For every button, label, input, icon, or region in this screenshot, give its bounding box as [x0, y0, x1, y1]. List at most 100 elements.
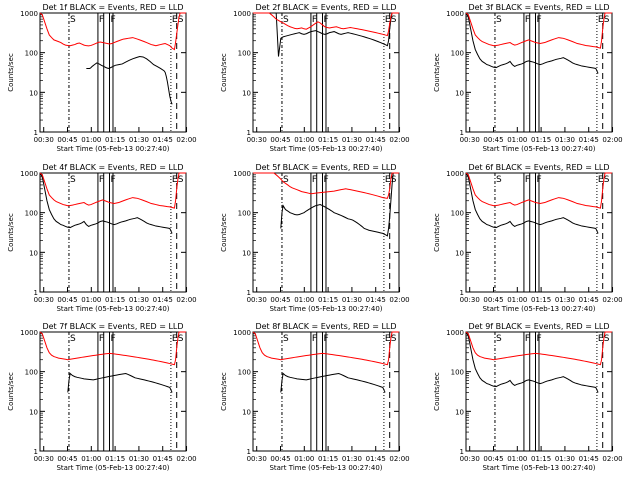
x-tick-label: 01:30: [555, 296, 575, 304]
y-tick-label: 1000: [446, 170, 464, 178]
panel-det-7: Det 7f BLACK = Events, RED = LLD Counts/s…: [7, 322, 197, 472]
y-tick-label: 100: [238, 50, 251, 58]
event-marker-label: S: [283, 334, 289, 344]
y-tick-label: 1: [34, 289, 38, 297]
x-tick-label: 01:30: [129, 136, 149, 144]
x-tick-label: 01:00: [507, 136, 527, 144]
chart-title: Det 6f BLACK = Events, RED = LLD: [468, 163, 609, 172]
x-tick-label: 00:45: [57, 136, 77, 144]
panel-det-8: Det 8f BLACK = Events, RED = LLD Counts/s…: [220, 322, 410, 472]
event-marker-label: F: [99, 15, 104, 25]
y-tick-label: 100: [451, 210, 464, 218]
x-axis-label: Start Time (05-Feb-13 00:27:40): [56, 145, 169, 153]
y-tick-label: 1: [247, 289, 251, 297]
y-tick-label: 10: [29, 89, 38, 97]
x-tick-label: 01:45: [579, 136, 599, 144]
x-tick-label: 01:15: [318, 296, 338, 304]
y-axis-label: Counts/sec: [433, 53, 441, 92]
y-tick-label: 10: [455, 408, 464, 416]
y-axis-label: Counts/sec: [220, 372, 228, 411]
event-marker-label: S: [496, 334, 502, 344]
x-tick-label: 01:45: [366, 455, 386, 463]
series-events-line: [280, 372, 386, 393]
x-tick-label: 01:00: [81, 136, 101, 144]
event-marker-label: E: [172, 175, 178, 185]
event-marker-label: S: [496, 15, 502, 25]
event-marker-label: S: [178, 334, 184, 344]
x-tick-label: 00:45: [270, 455, 290, 463]
y-axis-label: Counts/sec: [220, 53, 228, 92]
x-axis-label: Start Time (05-Feb-13 00:27:40): [269, 145, 382, 153]
event-marker-label: S: [283, 15, 289, 25]
x-axis-label: Start Time (05-Feb-13 00:27:40): [269, 305, 382, 313]
x-axis-label: Start Time (05-Feb-13 00:27:40): [56, 305, 169, 313]
x-tick-label: 00:30: [34, 296, 54, 304]
x-tick-label: 01:00: [507, 455, 527, 463]
series-events-line: [465, 172, 599, 234]
y-axis-label: Counts/sec: [220, 213, 228, 252]
y-tick-label: 100: [238, 369, 251, 377]
x-tick-label: 00:45: [483, 136, 503, 144]
x-tick-label: 01:45: [153, 296, 173, 304]
y-tick-label: 1: [34, 448, 38, 456]
y-tick-label: 10: [455, 249, 464, 257]
event-marker-label: S: [70, 334, 76, 344]
chart-title: Det 9f BLACK = Events, RED = LLD: [468, 322, 609, 331]
x-tick-label: 01:30: [342, 455, 362, 463]
y-tick-label: 100: [238, 210, 251, 218]
chart-title: Det 7f BLACK = Events, RED = LLD: [42, 322, 183, 331]
x-tick-label: 02:00: [389, 455, 409, 463]
y-tick-label: 100: [25, 369, 38, 377]
y-tick-label: 100: [451, 369, 464, 377]
event-marker-label: F: [312, 175, 317, 185]
x-tick-label: 01:30: [129, 296, 149, 304]
x-tick-label: 01:15: [105, 136, 125, 144]
y-tick-label: 10: [455, 89, 464, 97]
x-tick-label: 00:30: [460, 136, 480, 144]
series-events-line: [67, 372, 173, 393]
x-tick-label: 01:45: [366, 296, 386, 304]
event-marker-label: F: [324, 15, 329, 25]
x-tick-label: 01:15: [105, 455, 125, 463]
event-marker-label: S: [283, 175, 289, 185]
y-tick-label: 10: [242, 89, 251, 97]
y-tick-label: 100: [25, 210, 38, 218]
series-lld-line: [465, 12, 612, 49]
x-tick-label: 00:45: [57, 455, 77, 463]
panel-det-5: Det 5f BLACK = Events, RED = LLD Counts/s…: [220, 163, 410, 313]
x-tick-label: 02:00: [176, 136, 196, 144]
x-tick-label: 00:30: [247, 296, 267, 304]
x-tick-label: 01:45: [153, 136, 173, 144]
event-marker-label: F: [111, 15, 116, 25]
y-tick-label: 10: [29, 408, 38, 416]
event-marker-label: F: [525, 175, 530, 185]
y-tick-label: 100: [451, 50, 464, 58]
x-tick-label: 01:15: [318, 455, 338, 463]
x-tick-label: 00:45: [270, 296, 290, 304]
x-tick-label: 00:30: [247, 455, 267, 463]
x-tick-label: 01:00: [81, 296, 101, 304]
y-tick-label: 1000: [20, 329, 38, 337]
event-marker-label: S: [70, 15, 76, 25]
x-tick-label: 01:45: [366, 136, 386, 144]
x-axis-label: Start Time (05-Feb-13 00:27:40): [482, 464, 595, 472]
event-marker-label: S: [178, 15, 184, 25]
x-tick-label: 01:00: [81, 455, 101, 463]
series-events-line: [86, 56, 173, 105]
chart-title: Det 8f BLACK = Events, RED = LLD: [255, 322, 396, 331]
event-marker-label: S: [496, 175, 502, 185]
event-marker-label: F: [525, 334, 530, 344]
y-tick-label: 1: [460, 129, 464, 137]
x-tick-label: 00:30: [34, 136, 54, 144]
y-axis-label: Counts/sec: [7, 213, 15, 252]
x-tick-label: 00:30: [247, 136, 267, 144]
panel-det-9: Det 9f BLACK = Events, RED = LLD Counts/s…: [433, 322, 623, 472]
chart-title: Det 1f BLACK = Events, RED = LLD: [42, 3, 183, 12]
panel-det-4: Det 4f BLACK = Events, RED = LLD Counts/s…: [7, 163, 197, 313]
x-tick-label: 02:00: [176, 455, 196, 463]
series-events-line: [253, 12, 399, 57]
y-axis-label: Counts/sec: [433, 372, 441, 411]
x-tick-label: 01:00: [294, 455, 314, 463]
y-tick-label: 1: [247, 129, 251, 137]
y-tick-label: 100: [25, 50, 38, 58]
